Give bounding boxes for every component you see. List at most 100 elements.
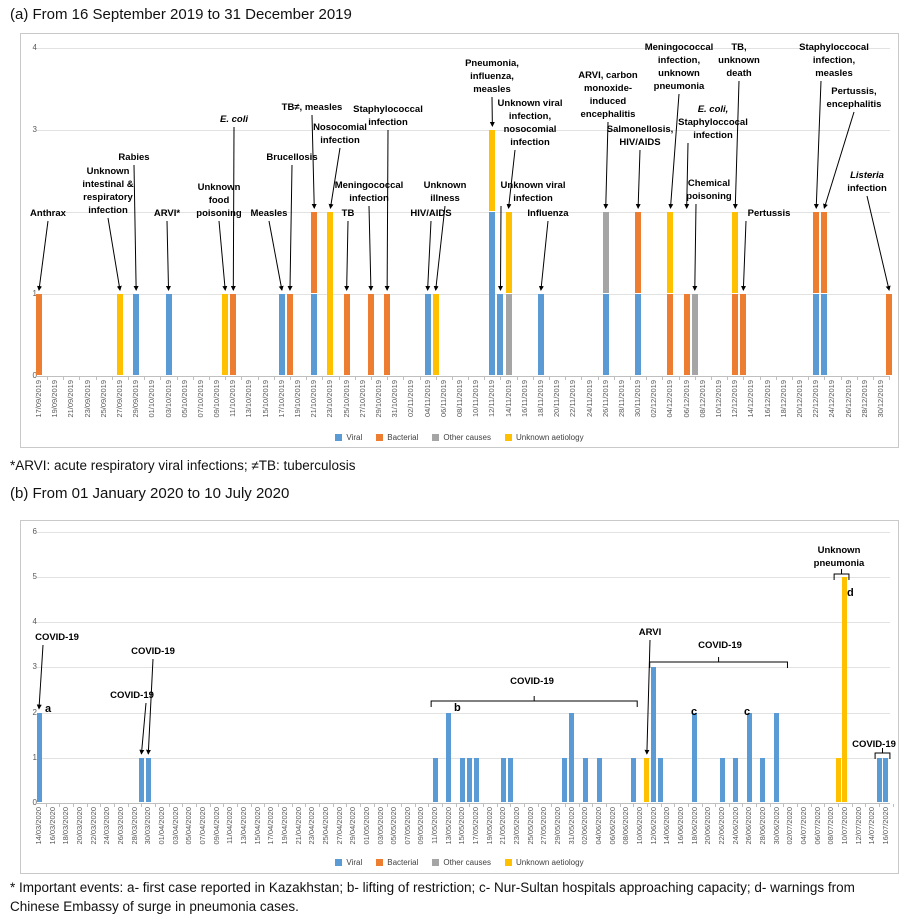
axis-tick [715,804,717,807]
y-axis-label: 3 [32,662,37,672]
legend-label: Other causes [443,858,491,867]
axis-tick [838,804,840,807]
axis-tick [824,377,826,380]
axis-tick [59,804,61,807]
annotation-arrow [866,195,891,291]
bar-segment-viral [500,757,506,802]
axis-tick [687,804,689,807]
annotation-label: ARVI [500,626,800,639]
axis-tick [605,804,607,807]
legend-item: Unknown aetiology [504,433,584,442]
bar-segment-viral [719,757,725,802]
bar-segment-viral [466,757,472,802]
annotation-arrow [311,114,317,209]
annotation-label: E. coli [84,113,384,126]
axis-tick [241,377,243,380]
legend-item: Viral [335,858,362,867]
bar-segment-viral [821,294,828,375]
annotation-line: Unknown viral [500,180,566,191]
legend-swatch [335,434,343,441]
annotation-line: monoxide- [583,83,633,94]
annotation-arrow [813,80,822,209]
bar-segment-viral [630,757,636,802]
annotation-label: COVID-19 [0,631,207,644]
axis-tick [73,804,75,807]
y-axis-label: 1 [32,289,37,298]
annotation-label: ARVI, carbon monoxide-induced encephalitis [458,69,758,121]
bracket [874,748,891,759]
annotation-line: COVID-19 [698,640,742,651]
axis-tick [564,804,566,807]
annotation-line: Measles [250,208,288,219]
annotation-line: Unknown [817,545,861,556]
axis-tick [387,804,389,807]
annotation-arrow [145,658,154,755]
annotation-arrow [603,121,609,209]
bar-segment-bacterial [732,294,739,375]
annotation-line: pneumonia [813,558,865,569]
axis-tick [419,377,421,380]
axis-tick [892,804,894,807]
axis-tick [322,377,324,380]
annotation-line: measles [815,68,853,79]
gridline [37,212,890,213]
bar-segment-viral [582,757,588,802]
bar-segment-viral [813,294,820,375]
annotation-arrow [384,129,390,291]
annotation-label: Brucellosis [142,151,442,164]
y-axis-label: 0 [32,371,37,380]
annotation-label: COVID-19 [0,689,282,702]
bar-segment-bacterial [367,294,374,375]
annotation-line: Meningococcal [334,180,404,191]
bar-segment-viral [165,294,172,375]
axis-tick [496,804,498,807]
annotation-letter: c [744,706,750,718]
annotation-line: COVID-19 [510,676,554,687]
annotation-arrow [668,93,680,209]
annotation-label: TB≠, measles [162,101,462,114]
annotation-line: infection, [812,55,856,66]
annotation-line: Unknown [197,182,241,193]
annotation-line: Staphylococcal [353,104,423,115]
annotation-arrow [823,111,855,209]
annotation-arrow [36,644,44,710]
gridline [37,667,890,669]
axis-tick [455,804,457,807]
axis-tick [783,804,785,807]
annotation-line: COVID-19 [852,739,896,750]
bar-segment-bacterial [36,294,42,375]
annotation-arrow [741,220,747,291]
annotation-label: Meningococcal infection [219,179,519,205]
axis-tick [808,377,810,380]
axis-tick [824,804,826,807]
annotation-line: Influenza [527,208,569,219]
bar-segment-bacterial [286,294,293,375]
gridline [37,130,890,131]
axis-tick [47,377,49,380]
axis-tick [678,377,680,380]
axis-tick [646,377,648,380]
annotation-line: Unknown [423,180,467,191]
annotation-line: Rabies [118,152,150,163]
bar-segment-other-causes [602,212,609,293]
y-axis-label: 2 [32,707,37,717]
annotation-line: Brucellosis [266,152,318,163]
bar-segment-viral [278,294,285,375]
annotation-label: TB [198,207,498,220]
axis-tick [851,804,853,807]
axis-tick [660,804,662,807]
axis-tick [223,804,225,807]
bar-segment-viral [733,757,739,802]
annotation-arrow [497,205,503,291]
bar-segment-unknown-aetiology [732,212,739,293]
axis-tick [523,804,525,807]
axis-tick [630,377,631,380]
axis-tick [250,804,252,807]
annotation-line: food [208,195,230,206]
axis-tick [63,377,65,380]
axis-tick [872,377,874,380]
axis-tick [176,377,178,380]
bar-segment-viral [596,757,602,802]
axis-tick [111,377,113,380]
